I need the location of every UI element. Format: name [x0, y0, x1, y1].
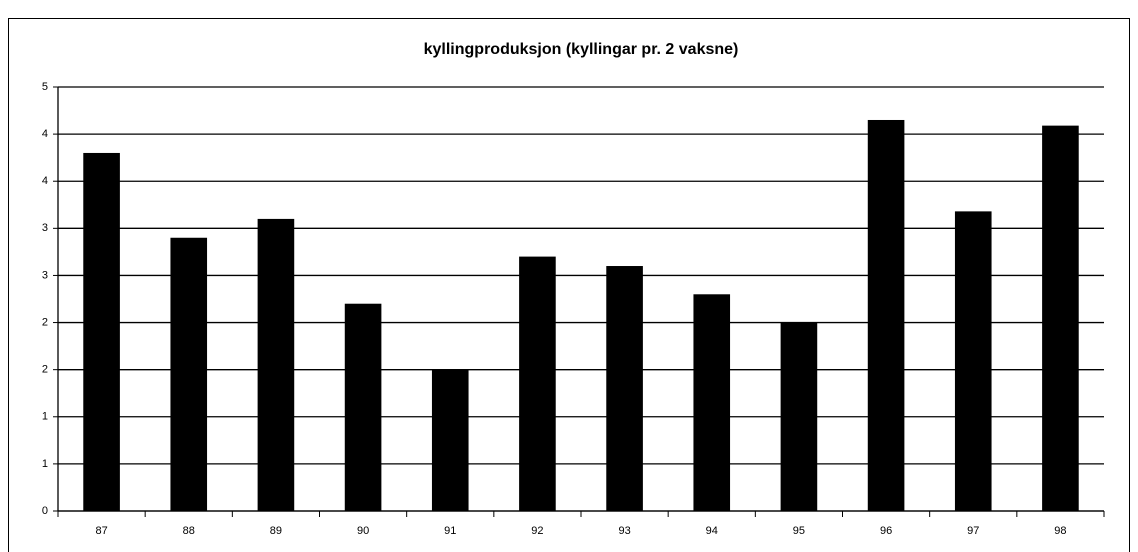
bar	[693, 294, 731, 511]
x-tick-label: 97	[967, 525, 979, 537]
x-tick-label: 87	[95, 525, 107, 537]
y-tick-label: 2	[42, 316, 48, 328]
bar	[83, 152, 120, 511]
bar	[344, 303, 382, 511]
bar	[519, 256, 556, 511]
x-tick-label: 96	[880, 525, 892, 537]
x-tick-label: 94	[706, 525, 718, 537]
y-tick-label: 3	[42, 222, 48, 234]
x-tick-label: 98	[1054, 525, 1066, 537]
x-tick-label: 90	[357, 525, 369, 537]
x-tick-label: 88	[183, 525, 195, 537]
bar	[170, 237, 208, 511]
y-tick-label: 1	[42, 411, 48, 423]
y-tick-label: 3	[42, 269, 48, 281]
x-tick-label: 93	[618, 525, 630, 537]
y-tick-label: 5	[42, 81, 48, 93]
x-tick-label: 91	[444, 525, 456, 537]
y-tick-label: 2	[42, 364, 48, 376]
y-tick-label: 4	[42, 175, 48, 187]
bar	[606, 266, 643, 511]
bar	[431, 369, 469, 511]
x-tick-label: 92	[531, 525, 543, 537]
y-tick-label: 1	[42, 458, 48, 470]
bar	[867, 119, 905, 511]
bar	[257, 218, 295, 511]
bar	[1042, 125, 1079, 512]
chart-title: kyllingproduksjon (kyllingar pr. 2 vaksn…	[424, 41, 739, 58]
bar	[954, 211, 992, 511]
y-tick-label: 4	[42, 128, 48, 140]
x-tick-label: 95	[793, 525, 805, 537]
bar	[780, 322, 818, 511]
x-tick-label: 89	[270, 525, 282, 537]
y-tick-label: 0	[42, 505, 48, 517]
